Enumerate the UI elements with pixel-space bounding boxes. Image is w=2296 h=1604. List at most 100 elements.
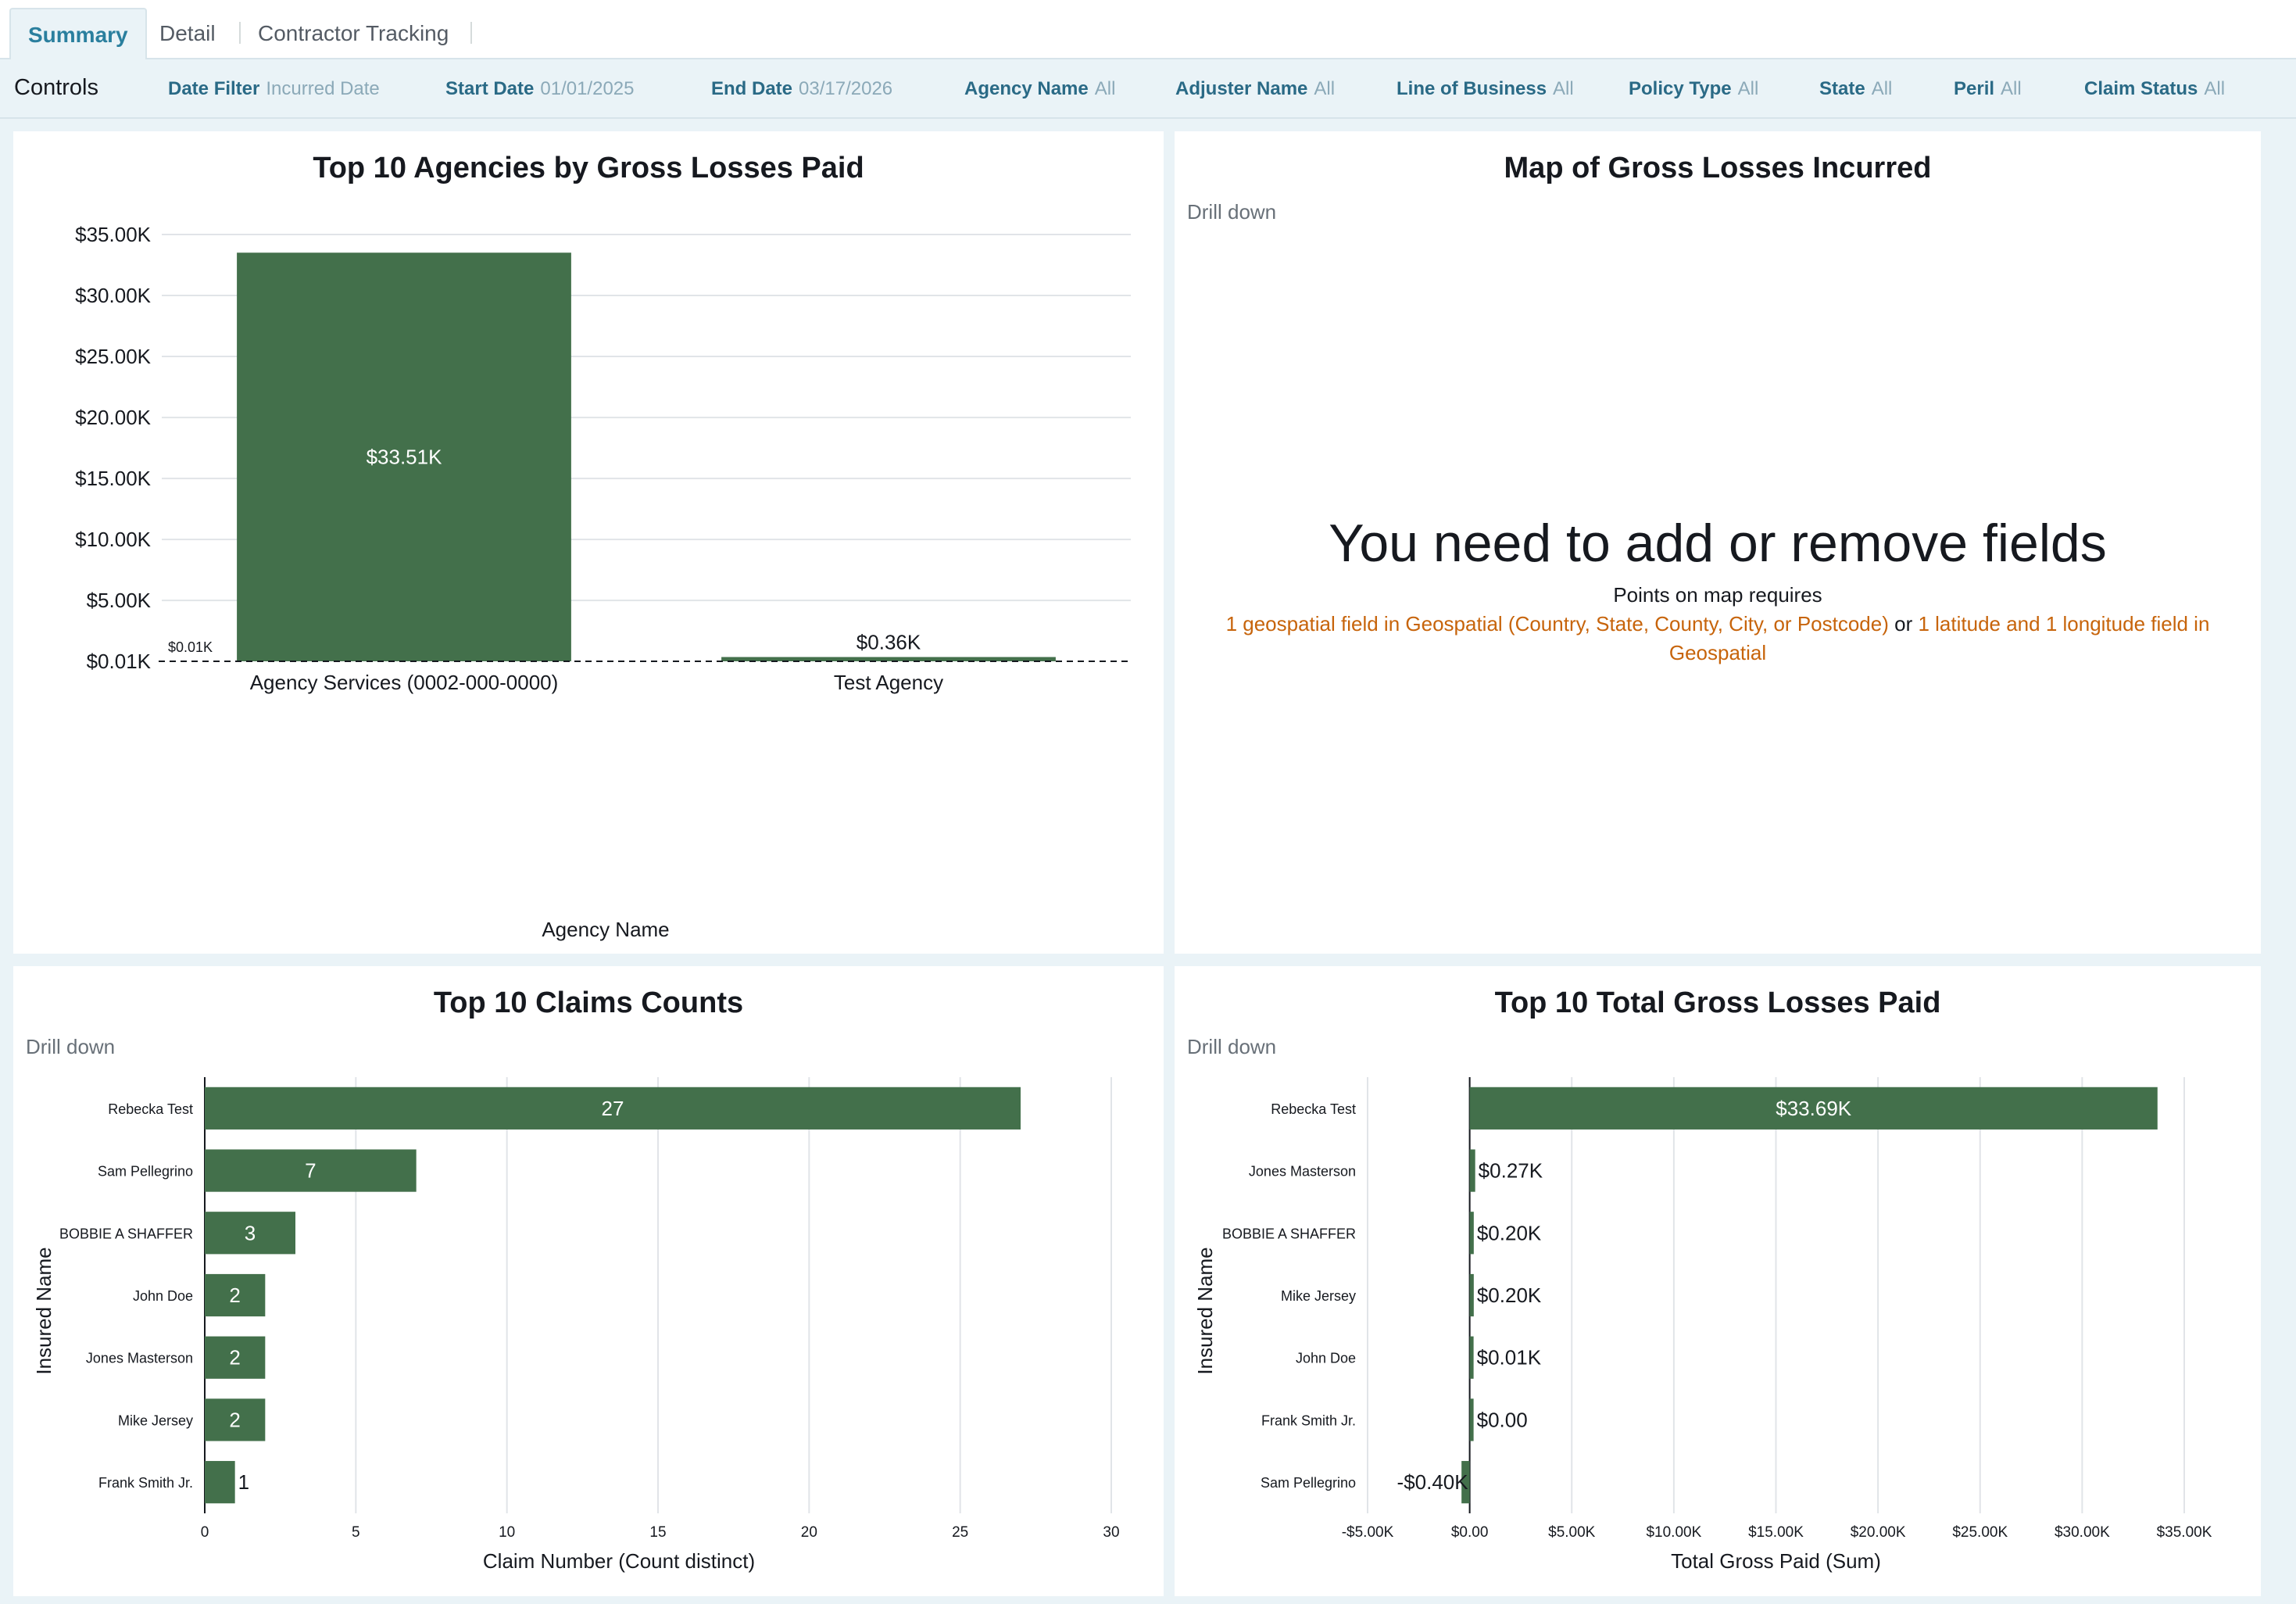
tab-detail[interactable]: Detail <box>159 21 216 45</box>
data-label: $33.51K <box>367 446 443 469</box>
control-line-of-business[interactable]: Line of Business All <box>1397 78 1574 100</box>
losses-bar-chart: -$5.00K $0.00 $5.00K $10.00K $15.00K $20.00K $… <box>1193 1077 2212 1573</box>
x-axis-title: Claim Number (Count distinct) <box>483 1549 755 1573</box>
data-label: $0.20K <box>1477 1221 1542 1244</box>
x-tick-label: 10 <box>499 1524 515 1541</box>
panel-title: Top 10 Agencies by Gross Losses Paid <box>313 152 864 184</box>
x-tick-label: $5.00K <box>1548 1524 1596 1541</box>
control-label: Peril <box>1954 78 1995 99</box>
y-tick-label: $5.00K <box>87 589 152 612</box>
data-label: $0.27K <box>1479 1159 1543 1183</box>
drill-down-label[interactable]: Drill down <box>26 1035 116 1058</box>
control-value: 01/01/2025 <box>540 78 635 99</box>
lat-long-field-hint: 1 latitude and 1 longitude field in Geos… <box>1668 612 2210 664</box>
control-label: Claim Status <box>2084 78 2198 99</box>
drill-down-label[interactable]: Drill down <box>1187 200 1277 224</box>
x-tick-label: $0.00 <box>1451 1524 1489 1541</box>
control-label: Date Filter <box>168 78 260 99</box>
bar <box>1461 1461 1470 1504</box>
x-axis-title: Agency Name <box>542 918 669 941</box>
data-label: -$0.40K <box>1397 1470 1469 1494</box>
data-label: 1 <box>238 1470 249 1494</box>
tab-separator <box>239 22 241 44</box>
bar <box>205 1087 1021 1130</box>
panel-title: Top 10 Total Gross Losses Paid <box>1494 986 1941 1019</box>
panel-title: Map of Gross Losses Incurred <box>1504 152 1932 184</box>
control-label: Agency Name <box>964 78 1089 99</box>
x-tick-label: $25.00K <box>1952 1524 2008 1541</box>
y-tick-label: Jones Masterson <box>1249 1164 1356 1180</box>
geospatial-field-hint: 1 geospatial field in Geospatial (Countr… <box>1225 612 1889 636</box>
bar <box>205 1461 235 1504</box>
bar <box>237 252 571 662</box>
control-state[interactable]: State All <box>1819 78 1892 100</box>
claims-panel: Top 10 Claims Counts Drill down 0 5 10 15 20… <box>13 966 1164 1596</box>
or-text: or <box>1888 612 1919 636</box>
control-value: 03/17/2026 <box>799 78 893 99</box>
control-value: Incurred Date <box>266 78 380 99</box>
y-tick-label: Rebecka Test <box>1271 1101 1356 1117</box>
y-tick-label: $10.00K <box>75 528 152 551</box>
y-tick-label: Rebecka Test <box>108 1101 193 1117</box>
reference-line-label: $0.01K <box>168 639 213 655</box>
map-empty-message: You need to add or remove fields <box>1329 514 2107 573</box>
drill-down-label[interactable]: Drill down <box>1187 1035 1277 1058</box>
y-tick-label: John Doe <box>133 1288 193 1304</box>
control-date-filter[interactable]: Date Filter Incurred Date <box>168 78 380 100</box>
y-tick-label: Mike Jersey <box>118 1412 193 1428</box>
y-tick-label: Mike Jersey <box>1281 1288 1356 1304</box>
control-claim-status[interactable]: Claim Status All <box>2084 78 2225 100</box>
control-start-date[interactable]: Start Date 01/01/2025 <box>445 78 635 100</box>
control-value: All <box>1737 78 1759 99</box>
y-tick-label: Jones Masterson <box>86 1351 193 1366</box>
y-tick-label: Sam Pellegrino <box>1261 1475 1356 1491</box>
x-tick-label: 5 <box>352 1524 360 1541</box>
bar <box>721 657 1056 661</box>
tab-contractor-tracking[interactable]: Contractor Tracking <box>258 21 449 45</box>
y-tick-label: $35.00K <box>75 223 152 246</box>
x-tick-label: 20 <box>801 1524 817 1541</box>
control-peril[interactable]: Peril All <box>1954 78 2022 100</box>
data-label: 3 <box>245 1221 256 1244</box>
y-tick-label: $0.01K <box>87 650 152 673</box>
controls-title[interactable]: Controls <box>14 75 98 100</box>
bar <box>205 1273 266 1317</box>
control-policy-type[interactable]: Policy Type All <box>1629 78 1758 100</box>
control-label: Line of Business <box>1397 78 1547 99</box>
agencies-panel: Top 10 Agencies by Gross Losses Paid $0.… <box>13 131 1164 954</box>
y-tick-label: BOBBIE A SHAFFER <box>59 1226 193 1241</box>
x-tick-label: $10.00K <box>1646 1524 1701 1541</box>
x-tick-label: $30.00K <box>2055 1524 2110 1541</box>
control-value: All <box>1314 78 1336 99</box>
control-value: All <box>2204 78 2226 99</box>
agencies-bar-chart: $0.01K $5.00K $10.00K $15.00K $20.00K $25.00K… <box>75 223 1131 941</box>
control-value: All <box>1871 78 1893 99</box>
tab-summary[interactable]: Summary <box>9 8 147 59</box>
control-agency-name[interactable]: Agency Name All <box>964 78 1115 100</box>
control-end-date[interactable]: End Date 03/17/2026 <box>711 78 892 100</box>
bar <box>1469 1273 1474 1317</box>
y-tick-label: Frank Smith Jr. <box>98 1475 193 1491</box>
tab-separator <box>470 22 472 44</box>
control-label: State <box>1819 78 1865 99</box>
x-tick-label: 15 <box>649 1524 666 1541</box>
y-tick-label: $25.00K <box>75 345 152 368</box>
control-label: Start Date <box>445 78 535 99</box>
bar <box>1469 1149 1475 1192</box>
map-requirement-text: 1 geospatial field in Geospatial (Countr… <box>1206 610 2230 668</box>
data-label: $0.36K <box>857 631 921 654</box>
controls-bar: Controls Date Filter Incurred Date Start … <box>0 59 2296 119</box>
x-tick-label: 30 <box>1103 1524 1119 1541</box>
data-label: $0.00 <box>1477 1408 1528 1431</box>
control-value: All <box>1553 78 1574 99</box>
x-axis-title: Total Gross Paid (Sum) <box>1671 1549 1881 1573</box>
control-adjuster-name[interactable]: Adjuster Name All <box>1175 78 1335 100</box>
bar <box>1469 1087 2158 1130</box>
y-tick-label: $30.00K <box>75 284 152 307</box>
y-tick-label: John Doe <box>1296 1351 1356 1366</box>
control-value: All <box>2001 78 2022 99</box>
x-tick-label: Agency Services (0002-000-0000) <box>250 671 559 694</box>
map-panel: Map of Gross Losses Incurred Drill down … <box>1175 131 2261 954</box>
control-label: Policy Type <box>1629 78 1732 99</box>
